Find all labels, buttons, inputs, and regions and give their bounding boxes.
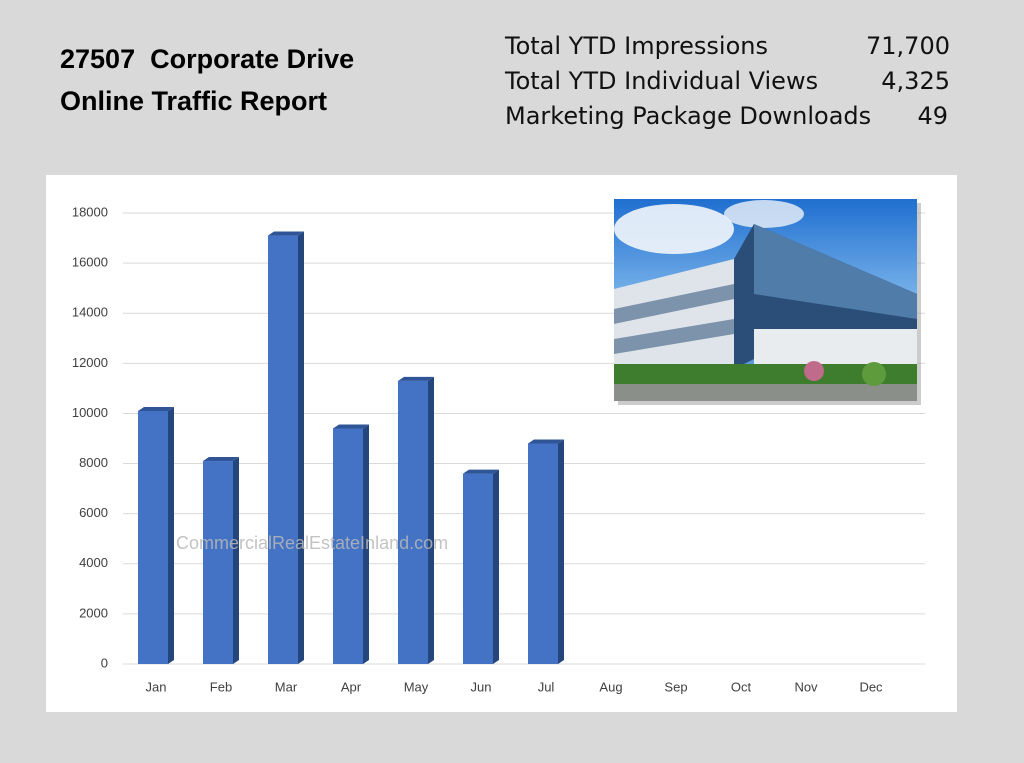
x-tick-label: Jun [471,679,492,694]
stat-label: Marketing Package Downloads [505,102,872,130]
y-tick-label: 14000 [72,305,108,320]
y-tick-label: 4000 [79,555,108,570]
bar-side [493,469,499,664]
y-tick-label: 16000 [72,255,108,270]
bar-front [268,235,298,665]
bar-side [168,406,174,664]
title-line: 27507 Corporate Drive [60,44,355,74]
y-tick-label: 12000 [72,355,108,370]
stat-value: 4,325 [881,67,950,95]
y-tick-label: 0 [101,655,108,670]
stat-value: 71,700 [866,32,950,60]
x-tick-label: Apr [341,679,362,694]
bar-top [333,424,369,429]
bar-side [233,457,239,664]
bar-top [138,406,174,411]
bar-side [298,231,304,665]
title-line: Online Traffic Report [60,86,328,116]
chart-panel: 0 2000 4000 6000 8000 10000 12000 14000 16000 180… [46,175,957,712]
bar-front [528,443,558,664]
x-tick-label: Dec [859,679,883,694]
bar-front [333,428,363,664]
y-tick-label: 2000 [79,605,108,620]
bar [333,424,369,664]
x-tick-label: Nov [794,679,818,694]
bar-top [398,376,434,381]
y-tick-label: 10000 [72,405,108,420]
bar-front [398,380,428,664]
y-tick-label: 6000 [79,505,108,520]
stat-label: Total YTD Impressions [505,32,768,60]
bar-top [528,439,564,444]
bar [268,231,304,665]
x-tick-label: Feb [210,679,232,694]
bar [463,469,499,664]
bar [398,376,434,664]
x-tick-label: Oct [731,679,752,694]
bar-top [463,469,499,474]
stat-value: 49 [917,102,948,130]
stat-label: Total YTD Individual Views [505,67,819,95]
bar-side [558,439,564,664]
bar [138,406,174,664]
bar-front [138,410,168,664]
bar [528,439,564,664]
chart: 0 2000 4000 6000 8000 10000 12000 14000 16000 180… [72,199,925,694]
bar [203,457,239,664]
bar-top [268,231,304,236]
x-tick-label: Mar [275,679,298,694]
y-tick-label: 8000 [79,455,108,470]
bar-front [203,461,233,664]
x-tick-label: Jan [146,679,167,694]
x-tick-label: Sep [664,679,687,694]
bar-front [463,473,493,664]
bar-top [203,457,239,462]
building-photo [614,199,921,405]
x-tick-label: Aug [599,679,622,694]
y-tick-label: 18000 [72,204,108,219]
watermark: CommercialRealEstateInland.com [176,533,448,553]
bar-side [363,424,369,664]
bar-side [428,376,434,664]
x-tick-label: Jul [538,679,555,694]
x-tick-label: May [404,679,429,694]
